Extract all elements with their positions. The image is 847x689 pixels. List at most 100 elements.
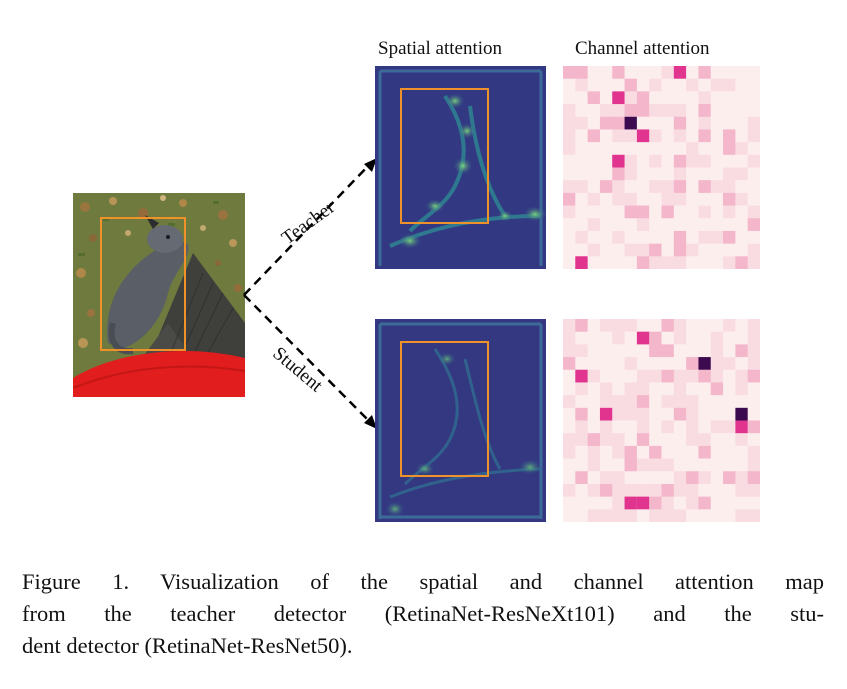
student-channel-cell (612, 509, 626, 522)
student-channel-cell (575, 319, 589, 333)
teacher-channel-cell (673, 230, 687, 245)
student-channel-cell (735, 496, 749, 510)
student-channel-cell (735, 471, 749, 485)
student-channel-cell (698, 509, 712, 522)
teacher-channel-cell (587, 167, 601, 181)
teacher-channel-cell (563, 205, 576, 219)
teacher-channel-cell (587, 180, 601, 194)
teacher-channel-cell (636, 256, 650, 269)
student-channel-cell (599, 344, 613, 358)
teacher-channel-cell (686, 180, 699, 194)
teacher-channel-cell (747, 91, 760, 105)
student-channel-cell (735, 458, 749, 472)
teacher-channel-cell (735, 218, 749, 232)
teacher-channel-cell (686, 230, 699, 245)
teacher-channel-cell (649, 243, 662, 257)
teacher-channel-cell (563, 104, 576, 118)
teacher-channel-cell (575, 129, 589, 143)
channel-attention-title: Channel attention (575, 38, 710, 59)
student-channel-high-cell (624, 496, 637, 510)
teacher-channel-high-cell (612, 91, 625, 105)
input-photo (73, 193, 245, 397)
student-channel-cell (563, 331, 576, 345)
student-channel-cell (563, 483, 576, 498)
teacher-spatial-attention-map (375, 66, 546, 269)
student-channel-cell (661, 420, 675, 434)
teacher-channel-cell (612, 129, 626, 143)
student-channel-high-cell (599, 407, 613, 421)
student-channel-cell (747, 509, 760, 522)
student-channel-cell (735, 319, 749, 333)
teacher-channel-cell (723, 66, 736, 80)
teacher-channel-cell (698, 104, 712, 118)
teacher-channel-cell (698, 167, 712, 181)
student-channel-cell (686, 483, 699, 498)
teacher-channel-cell (636, 66, 650, 80)
student-channel-cell (698, 319, 712, 333)
teacher-channel-cell (661, 129, 675, 143)
teacher-channel-cell (661, 66, 675, 80)
student-channel-cell (698, 471, 712, 485)
teacher-channel-cell (723, 129, 736, 143)
student-channel-cell (710, 471, 724, 485)
student-channel-cell (612, 319, 626, 333)
teacher-channel-cell (661, 154, 675, 168)
student-channel-cell (661, 357, 675, 371)
teacher-channel-cell (747, 218, 760, 232)
teacher-channel-cell (636, 154, 650, 168)
student-channel-cell (710, 369, 724, 383)
student-channel-cell (636, 509, 650, 522)
student-channel-cell (649, 433, 662, 447)
student-channel-cell (735, 433, 749, 447)
teacher-channel-cell (649, 154, 662, 168)
teacher-channel-cell (636, 142, 650, 156)
student-channel-cell (673, 407, 687, 421)
teacher-channel-cell (661, 218, 675, 232)
student-channel-cell (698, 369, 712, 383)
student-channel-cell (563, 445, 576, 460)
student-channel-cell (563, 458, 576, 472)
teacher-channel-cell (563, 230, 576, 245)
student-channel-cell (599, 420, 613, 434)
teacher-channel-cell (686, 192, 699, 207)
student-channel-cell (673, 458, 687, 472)
student-channel-cell (624, 344, 638, 358)
student-channel-cell (723, 483, 736, 498)
teacher-channel-cell (575, 167, 589, 181)
student-channel-cell (698, 407, 712, 421)
student-channel-peak-cell (698, 357, 711, 370)
teacher-channel-cell (624, 142, 638, 156)
teacher-channel-cell (723, 78, 736, 92)
teacher-channel-cell (563, 167, 576, 181)
teacher-channel-cell (747, 78, 760, 92)
student-channel-cell (599, 509, 613, 522)
student-channel-cell (710, 331, 724, 345)
student-channel-cell (563, 407, 576, 421)
student-channel-cell (673, 331, 687, 345)
teacher-channel-cell (563, 91, 576, 105)
student-channel-cell (624, 471, 638, 485)
student-channel-cell (575, 395, 589, 409)
teacher-channel-cell (673, 180, 687, 194)
student-channel-cell (624, 420, 638, 434)
student-channel-high-cell (636, 496, 650, 510)
student-channel-cell (686, 445, 699, 460)
student-channel-cell (673, 369, 687, 383)
teacher-channel-cell (723, 205, 736, 219)
student-channel-cell (587, 407, 601, 421)
teacher-channel-cell (723, 154, 736, 168)
teacher-channel-cell (673, 154, 687, 168)
teacher-channel-cell (698, 142, 712, 156)
teacher-channel-cell (636, 104, 650, 118)
student-channel-cell (710, 509, 724, 522)
student-channel-cell (563, 382, 576, 396)
student-channel-cell (661, 471, 675, 485)
student-channel-cell (575, 357, 589, 371)
student-channel-cell (599, 357, 613, 371)
student-channel-cell (587, 395, 601, 409)
student-channel-cell (686, 420, 699, 434)
student-channel-cell (587, 420, 601, 434)
student-channel-cell (661, 369, 675, 383)
teacher-channel-cell (661, 142, 675, 156)
student-channel-cell (747, 445, 760, 460)
